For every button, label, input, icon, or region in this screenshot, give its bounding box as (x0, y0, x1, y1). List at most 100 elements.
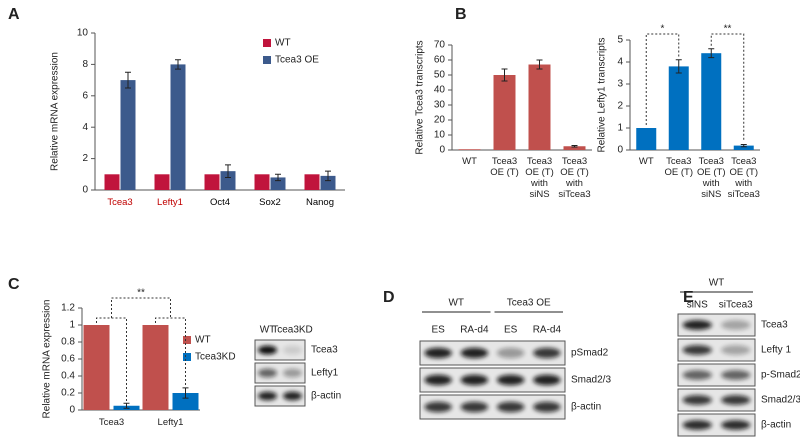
blot-band (283, 368, 302, 378)
panel-label: C (8, 276, 20, 293)
blot-band (721, 395, 751, 405)
blot-band (258, 345, 277, 355)
panel-label: A (8, 6, 20, 23)
bar (668, 66, 689, 150)
bar (204, 174, 220, 190)
bar (104, 174, 120, 190)
legend-swatch (263, 56, 271, 64)
group-label: WT (709, 278, 725, 289)
y-tick-label: 8 (82, 59, 88, 70)
bar (83, 325, 110, 410)
x-tick-label: Tcea3 (107, 197, 133, 208)
lane-label: Tcea3KD (272, 325, 313, 336)
bar (636, 128, 657, 150)
y-tick-label: 50 (434, 70, 446, 81)
error-bar (125, 71, 131, 89)
x-tick-label: Lefty1 (157, 417, 184, 428)
x-tick-label: Nanog (306, 197, 334, 208)
lane-label: RA-d4 (460, 325, 489, 336)
blot-strip (677, 413, 756, 437)
y-tick-label: 1.2 (61, 303, 75, 314)
lane-label: RA-d4 (533, 325, 562, 336)
y-axis-title: Relative Tcea3 transcripts (415, 40, 426, 154)
panel-label: D (383, 289, 395, 306)
bar (320, 175, 336, 190)
row-label: pSmad2 (571, 348, 609, 359)
panel-label: E (683, 289, 694, 306)
x-tick-label: Tcea3 (98, 417, 125, 428)
x-tick-label: Tcea3 OE (T) (490, 156, 519, 178)
group-label: WT (448, 298, 464, 309)
x-tick-label: Tcea3 OE (T) with siTcea3 (558, 156, 591, 200)
bar (270, 177, 286, 190)
blot-band (283, 345, 302, 355)
blot-band (424, 374, 452, 386)
y-tick-label: 1 (69, 320, 75, 331)
x-tick-label: Oct4 (209, 197, 231, 208)
y-tick-label: 0 (439, 145, 445, 156)
x-tick-label: Lefty1 (157, 197, 183, 208)
blot-band (258, 391, 277, 401)
significance-label: ** (137, 288, 145, 299)
error-bar (708, 48, 715, 59)
x-tick-label: WT (638, 156, 654, 167)
y-tick-label: 0 (617, 145, 623, 156)
y-axis-title: Relative mRNA expression (42, 300, 53, 419)
error-bar (182, 387, 189, 399)
y-tick-label: 4 (617, 57, 623, 68)
bar (254, 174, 270, 190)
legend-label: Tcea3 OE (275, 55, 319, 66)
blot-band (682, 395, 712, 405)
error-bar (536, 59, 543, 70)
y-tick-label: 0.2 (61, 388, 75, 399)
blot-band (682, 320, 712, 330)
error-bar (225, 164, 231, 178)
y-tick-label: 0.6 (61, 354, 75, 365)
bar (733, 145, 754, 150)
y-tick-label: 0 (82, 185, 88, 196)
y-tick-label: 1 (617, 123, 623, 134)
significance-bracket (645, 33, 680, 125)
x-tick-label: Tcea3 OE (T) with siNS (525, 156, 554, 200)
blot-strip (677, 363, 756, 387)
blot-strip (677, 313, 756, 337)
blot-band (283, 391, 302, 401)
significance-label: ** (724, 24, 732, 35)
bar (170, 64, 186, 190)
blot-strip (677, 388, 756, 412)
y-tick-label: 60 (434, 55, 446, 66)
error-bar (740, 144, 747, 148)
y-tick-label: 2 (82, 153, 88, 164)
blot-band (424, 347, 452, 359)
blot-band (721, 345, 751, 355)
y-tick-label: 4 (82, 122, 88, 133)
lane-label: siTcea3 (719, 300, 753, 311)
bar (154, 174, 170, 190)
legend-swatch (183, 336, 191, 344)
row-label: β-actin (761, 420, 791, 431)
x-tick-label: Tcea3 OE (T) (664, 156, 694, 178)
error-bar (123, 402, 130, 409)
blot-band (460, 374, 489, 386)
y-tick-label: 2 (617, 101, 623, 112)
bar (220, 171, 236, 190)
blot-strip (254, 362, 306, 384)
blot-band (460, 347, 489, 359)
legend-swatch (183, 353, 191, 361)
error-bar (175, 59, 181, 70)
y-axis-title: Relative mRNA expression (50, 52, 61, 171)
significance-bracket (111, 297, 171, 318)
bar (304, 174, 320, 190)
blot-band (721, 370, 751, 380)
blot-strip (254, 385, 306, 407)
group-label: Tcea3 OE (507, 298, 551, 309)
blot-band (533, 401, 561, 413)
legend-label: WT (275, 38, 291, 49)
x-tick-label: WT (462, 156, 477, 167)
bar (120, 80, 136, 190)
error-bar (571, 145, 578, 148)
row-label: Tcea3 (311, 345, 338, 356)
bar (701, 53, 722, 151)
legend-label: Tcea3KD (195, 352, 236, 363)
